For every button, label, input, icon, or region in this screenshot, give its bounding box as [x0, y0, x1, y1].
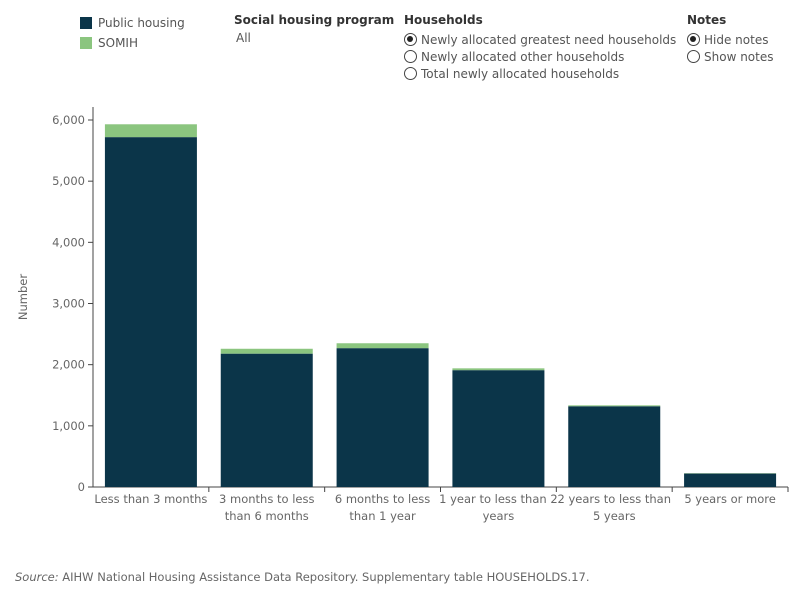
source-label: Source:	[15, 570, 59, 584]
x-tick-label-line: 5 years	[593, 509, 636, 523]
x-tick-label-line: than 6 months	[225, 509, 309, 523]
radio-label: Newly allocated other households	[421, 49, 625, 64]
notes-filter: Notes Hide notes Show notes	[687, 13, 773, 65]
radio-unchecked-icon[interactable]	[404, 67, 417, 80]
radio-checked-icon[interactable]	[404, 33, 417, 46]
y-tick-label: 2,000	[52, 358, 85, 372]
x-tick-label: 2 years to less than 5 years	[557, 492, 671, 523]
bar-public-housing	[452, 370, 545, 487]
radio-label: Hide notes	[704, 32, 769, 47]
x-tick-label-line: years	[483, 509, 515, 523]
legend-item-somih[interactable]: SOMIH	[80, 33, 185, 53]
x-tick-label-line: 5 years or more	[684, 492, 775, 506]
y-tick-label: 4,000	[52, 235, 85, 249]
legend-swatch-somih	[80, 37, 92, 49]
radio-label: Total newly allocated households	[421, 66, 620, 81]
stacked-bar-chart: 0 1,000 2,000 3,000 4,000 5,000 6,000 Number Les…	[16, 107, 789, 523]
bar-public-housing	[104, 137, 197, 488]
y-axis-label: Number	[16, 274, 30, 320]
bar-somih	[568, 405, 661, 407]
legend: Public housing SOMIH	[80, 13, 185, 53]
notes-option-show[interactable]: Show notes	[687, 48, 773, 65]
source-note: Source: AIHW National Housing Assistance…	[15, 570, 590, 584]
households-filter: Households Newly allocated greatest need…	[404, 13, 676, 82]
y-tick-label: 5,000	[52, 174, 85, 188]
legend-item-public-housing[interactable]: Public housing	[80, 13, 185, 33]
legend-label: SOMIH	[98, 36, 138, 50]
x-tick-label: 1 year to less than 2 years	[439, 492, 558, 523]
radio-unchecked-icon[interactable]	[404, 50, 417, 63]
x-tick-label: 5 years or more	[684, 492, 775, 506]
radio-label: Newly allocated greatest need households	[421, 32, 677, 47]
y-tick-label: 6,000	[52, 113, 85, 127]
households-option-other[interactable]: Newly allocated other households	[404, 48, 676, 65]
x-tick-label-line: than 1 year	[349, 509, 416, 523]
bar-public-housing	[568, 406, 661, 487]
notes-filter-title: Notes	[687, 13, 727, 27]
x-tick-label-line: 3 months to less	[219, 492, 314, 506]
bar-somih	[336, 343, 429, 349]
y-tick-label: 1,000	[52, 419, 85, 433]
bar-somih	[104, 124, 197, 138]
bar-public-housing	[336, 348, 429, 487]
program-filter: Social housing program All	[234, 13, 394, 45]
y-tick-label: 3,000	[52, 297, 85, 311]
households-option-greatest-need[interactable]: Newly allocated greatest need households	[404, 31, 676, 48]
radio-unchecked-icon[interactable]	[687, 50, 700, 63]
program-filter-title: Social housing program	[234, 13, 395, 27]
x-tick-label-line: 6 months to less	[335, 492, 430, 506]
radio-checked-icon[interactable]	[687, 33, 700, 46]
bar-somih	[452, 368, 545, 371]
households-filter-title: Households	[404, 13, 483, 27]
notes-option-hide[interactable]: Hide notes	[687, 31, 773, 48]
bar-public-housing	[220, 353, 313, 487]
program-filter-value[interactable]: All	[236, 31, 251, 45]
x-tick-label-line: Less than 3 months	[94, 492, 207, 506]
x-tick-label: 3 months to less than 6 months	[219, 492, 314, 523]
y-tick-label: 0	[78, 480, 85, 494]
legend-swatch-public-housing	[80, 17, 92, 29]
x-tick-label-line: 2 years to less than	[557, 492, 671, 506]
x-tick-label: 6 months to less than 1 year	[335, 492, 430, 523]
bar-somih	[220, 348, 313, 354]
source-text: AIHW National Housing Assistance Data Re…	[58, 570, 590, 584]
legend-label: Public housing	[98, 16, 185, 30]
bar-public-housing	[684, 473, 777, 487]
x-tick-label-line: 1 year to less than 2	[439, 492, 558, 506]
radio-label: Show notes	[704, 49, 774, 64]
x-tick-label: Less than 3 months	[94, 492, 207, 506]
households-option-total[interactable]: Total newly allocated households	[404, 65, 676, 82]
